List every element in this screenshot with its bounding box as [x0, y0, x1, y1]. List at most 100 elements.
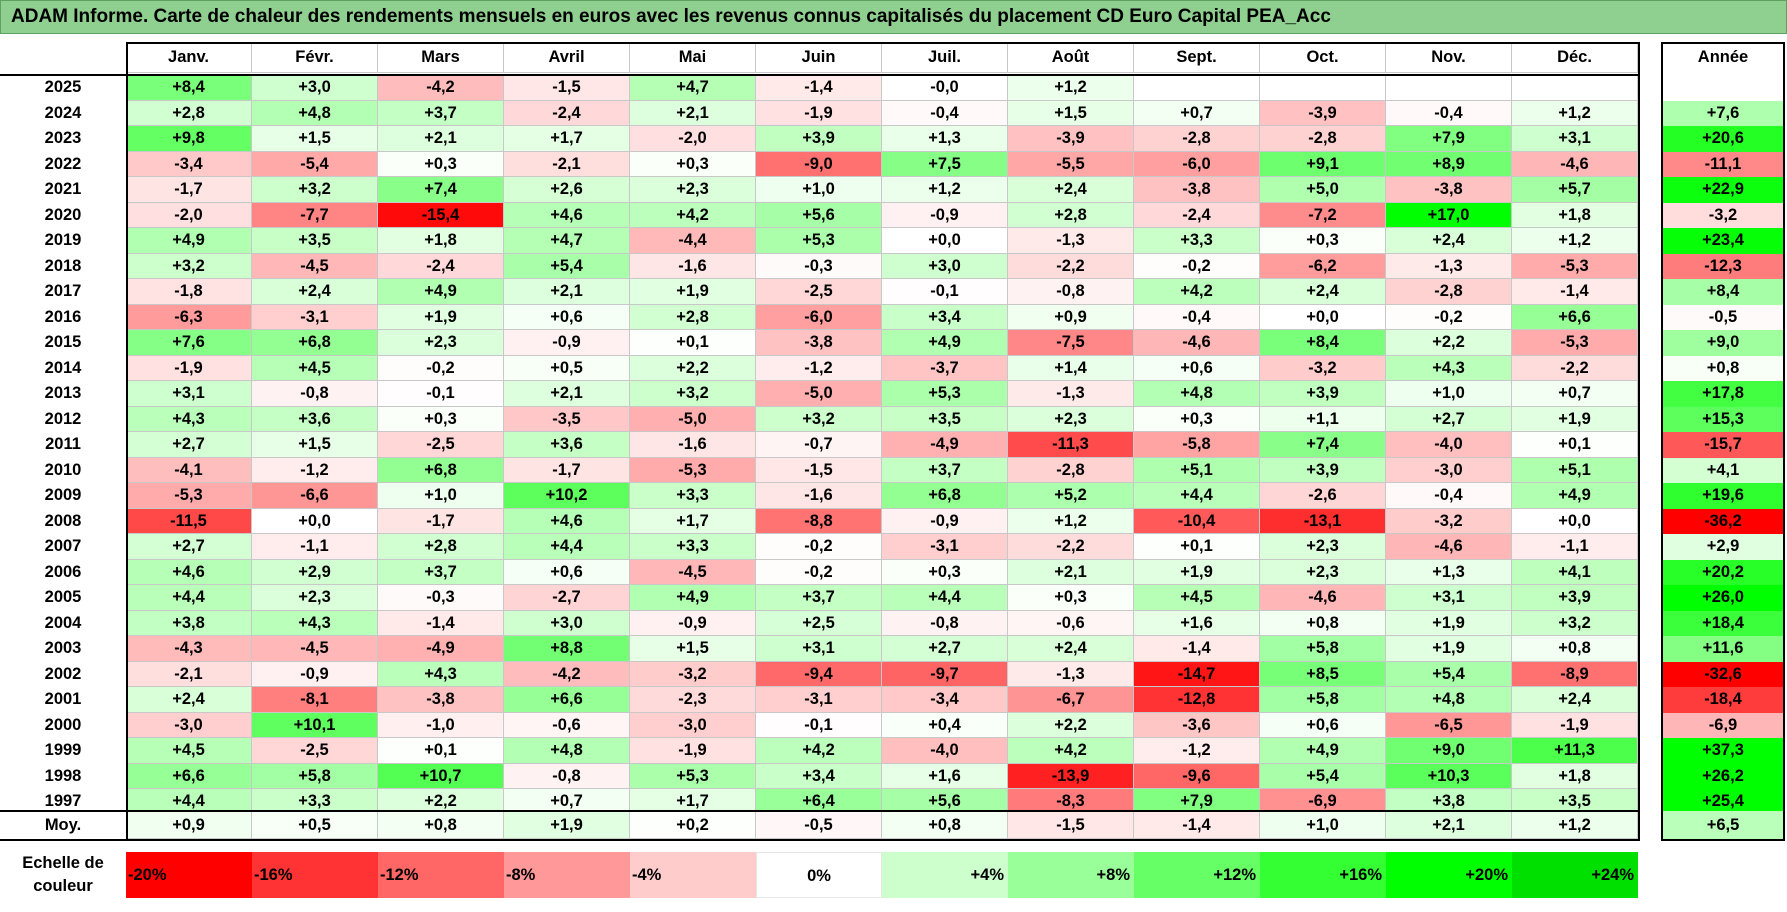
- heatmap-cell: +10,1: [252, 712, 378, 738]
- heatmap-cell: +0,1: [1134, 534, 1260, 560]
- annual-cell: -11,1: [1661, 151, 1785, 177]
- heatmap-cell: -14,7: [1134, 661, 1260, 687]
- year-label: 2018: [44, 256, 82, 275]
- heatmap-cell: -7,2: [1260, 202, 1386, 228]
- heatmap-cell: +0,7: [1512, 381, 1638, 407]
- heatmap-cell: +1,2: [1008, 508, 1134, 534]
- heatmap-cell: +1,0: [756, 177, 882, 203]
- heatmap-cell: -0,9: [504, 330, 630, 356]
- heatmap-cell: -2,1: [504, 151, 630, 177]
- heatmap-cell: +5,8: [252, 763, 378, 789]
- heatmap-cell: -3,2: [1260, 355, 1386, 381]
- heatmap-cell: +2,3: [1008, 406, 1134, 432]
- heatmap-cell: [1260, 75, 1386, 101]
- heatmap-cell: -9,4: [756, 661, 882, 687]
- heatmap-cell: +17,0: [1386, 202, 1512, 228]
- heatmap-cell: -0,2: [1134, 253, 1260, 279]
- average-cell: +2,1: [1386, 811, 1512, 839]
- year-label: 2014: [44, 358, 82, 377]
- heatmap-cell: -4,6: [1260, 585, 1386, 611]
- heatmap-cell: +2,4: [1008, 636, 1134, 662]
- heatmap-cell: +3,2: [126, 253, 252, 279]
- heatmap-cell: +1,1: [1260, 406, 1386, 432]
- annual-cell: -32,6: [1661, 661, 1785, 687]
- year-label: 2025: [44, 78, 82, 96]
- heatmap-cell: -0,8: [252, 381, 378, 407]
- heatmap-cell: +7,6: [126, 330, 252, 356]
- heatmap-cell: +1,2: [1512, 100, 1638, 126]
- color-scale-label-line1: Echelle de: [22, 854, 104, 872]
- heatmap-cell: +3,0: [882, 253, 1008, 279]
- heatmap-cell: -15,4: [378, 202, 504, 228]
- heatmap-cell: +5,8: [1260, 636, 1386, 662]
- heatmap-cell: +0,3: [882, 559, 1008, 585]
- heatmap-cell: +1,8: [378, 228, 504, 254]
- heatmap-cell: +0,3: [1260, 228, 1386, 254]
- month-header: Août: [1008, 42, 1134, 73]
- heatmap-cell: +4,5: [126, 738, 252, 764]
- year-label: 2016: [44, 307, 82, 326]
- annual-cell: -36,2: [1661, 508, 1785, 534]
- year-label: 2019: [44, 231, 82, 249]
- heatmap-cell: +0,3: [378, 151, 504, 177]
- heatmap-cell: +9,8: [126, 126, 252, 152]
- heatmap-cell: +6,6: [504, 687, 630, 713]
- heatmap-cell: +3,7: [378, 559, 504, 585]
- year-label: 2005: [44, 588, 82, 606]
- month-header: Juil.: [882, 42, 1008, 73]
- month-header: Déc.: [1512, 42, 1638, 73]
- color-scale-swatch: +4%: [882, 852, 1008, 898]
- heatmap-cell: +4,7: [630, 75, 756, 101]
- heatmap-cell: -4,9: [378, 636, 504, 662]
- heatmap-cell: -4,9: [882, 432, 1008, 458]
- heatmap-cell: -3,0: [1386, 457, 1512, 483]
- heatmap-cell: [1512, 75, 1638, 101]
- color-scale-swatch: -16%: [252, 852, 378, 898]
- heatmap-cell: +7,4: [1260, 432, 1386, 458]
- heatmap-cell: +6,6: [126, 763, 252, 789]
- heatmap-cell: -4,5: [630, 559, 756, 585]
- heatmap-cell: +0,6: [1134, 355, 1260, 381]
- annual-cell: +26,2: [1661, 763, 1785, 789]
- heatmap-cell: +5,1: [1134, 457, 1260, 483]
- heatmap-cell: +5,2: [1008, 483, 1134, 509]
- heatmap-cell: -0,1: [756, 712, 882, 738]
- heatmap-cell: +4,3: [252, 610, 378, 636]
- heatmap-cell: +3,9: [756, 126, 882, 152]
- year-label: 2013: [44, 384, 82, 402]
- heatmap-cell: +2,1: [1008, 559, 1134, 585]
- heatmap-cell: -1,6: [756, 483, 882, 509]
- heatmap-cell: +5,4: [504, 253, 630, 279]
- heatmap-cell: -1,2: [252, 457, 378, 483]
- heatmap-cell: +7,4: [378, 177, 504, 203]
- heatmap-cell: -1,5: [504, 75, 630, 101]
- heatmap-cell: +3,6: [504, 432, 630, 458]
- heatmap-cell: -2,0: [126, 202, 252, 228]
- heatmap-cell: -6,2: [1260, 253, 1386, 279]
- heatmap-cell: +2,3: [252, 585, 378, 611]
- heatmap-cell: +1,5: [630, 636, 756, 662]
- month-header: Févr.: [252, 42, 378, 73]
- heatmap-cell: -0,9: [882, 508, 1008, 534]
- heatmap-cell: -2,1: [126, 661, 252, 687]
- heatmap-cell: +2,2: [1386, 330, 1512, 356]
- heatmap-cell: +4,9: [1260, 738, 1386, 764]
- heatmap-cell: +3,1: [126, 381, 252, 407]
- heatmap-cell: -0,4: [1134, 304, 1260, 330]
- heatmap-cell: -4,0: [882, 738, 1008, 764]
- heatmap-cell: -0,6: [1008, 610, 1134, 636]
- heatmap-cell: +1,7: [504, 126, 630, 152]
- heatmap-cell: +3,1: [1386, 585, 1512, 611]
- heatmap-cell: +3,7: [378, 100, 504, 126]
- heatmap-cell: +2,8: [126, 100, 252, 126]
- heatmap-cell: +2,7: [126, 432, 252, 458]
- heatmap-cell: +0,0: [882, 228, 1008, 254]
- annual-cell: +22,9: [1661, 177, 1785, 203]
- heatmap-cell: -0,3: [756, 253, 882, 279]
- heatmap-cell: +0,0: [252, 508, 378, 534]
- heatmap-cell: +2,3: [1260, 534, 1386, 560]
- heatmap-cell: +4,7: [504, 228, 630, 254]
- annual-cell: +15,3: [1661, 406, 1785, 432]
- annual-cell: +20,2: [1661, 559, 1785, 585]
- heatmap-cell: -0,2: [756, 534, 882, 560]
